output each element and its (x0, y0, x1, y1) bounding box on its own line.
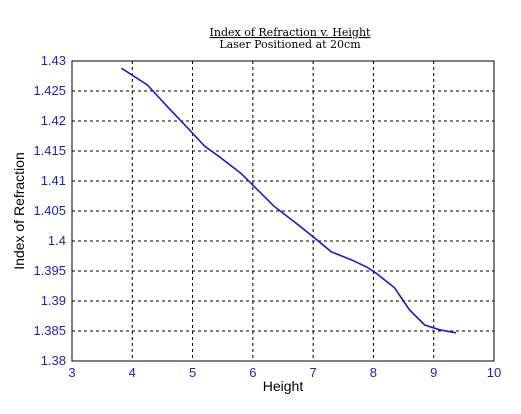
x-axis-label: Height (263, 378, 304, 394)
x-tick-label: 6 (249, 365, 256, 380)
x-tick-label: 8 (370, 365, 377, 380)
chart-subtitle: Laser Positioned at 20cm (219, 38, 361, 51)
y-tick-label: 1.385 (33, 323, 66, 338)
x-tick-label: 3 (68, 365, 75, 380)
y-tick-label: 1.39 (41, 293, 66, 308)
y-tick-labels: 1.38 1.385 1.39 1.395 1.4 1.405 1.41 1.415 1.42 1… (33, 53, 66, 368)
y-tick-label: 1.425 (33, 83, 66, 98)
y-tick-label: 1.43 (41, 53, 66, 68)
series-line (120, 67, 457, 334)
y-tick-label: 1.38 (41, 353, 66, 368)
x-tick-label: 10 (487, 365, 501, 380)
x-tick-label: 5 (189, 365, 196, 380)
y-tick-label: 1.395 (33, 263, 66, 278)
x-tick-label: 9 (430, 365, 437, 380)
x-tick-label: 4 (129, 365, 136, 380)
chart-title: Index of Refraction v. Height (210, 26, 372, 39)
y-tick-label: 1.41 (41, 173, 66, 188)
y-tick-label: 1.405 (33, 203, 66, 218)
plot-frame (71, 60, 495, 362)
x-tick-label: 7 (310, 365, 317, 380)
y-axis-label: Index of Refraction (11, 152, 27, 270)
series-layer (120, 67, 457, 334)
y-tick-label: 1.415 (33, 143, 66, 158)
y-tick-label: 1.42 (41, 113, 66, 128)
y-tick-label: 1.4 (48, 233, 66, 248)
x-tick-labels: 3 4 5 6 7 8 9 10 (68, 365, 501, 380)
grid-lines (72, 61, 494, 361)
